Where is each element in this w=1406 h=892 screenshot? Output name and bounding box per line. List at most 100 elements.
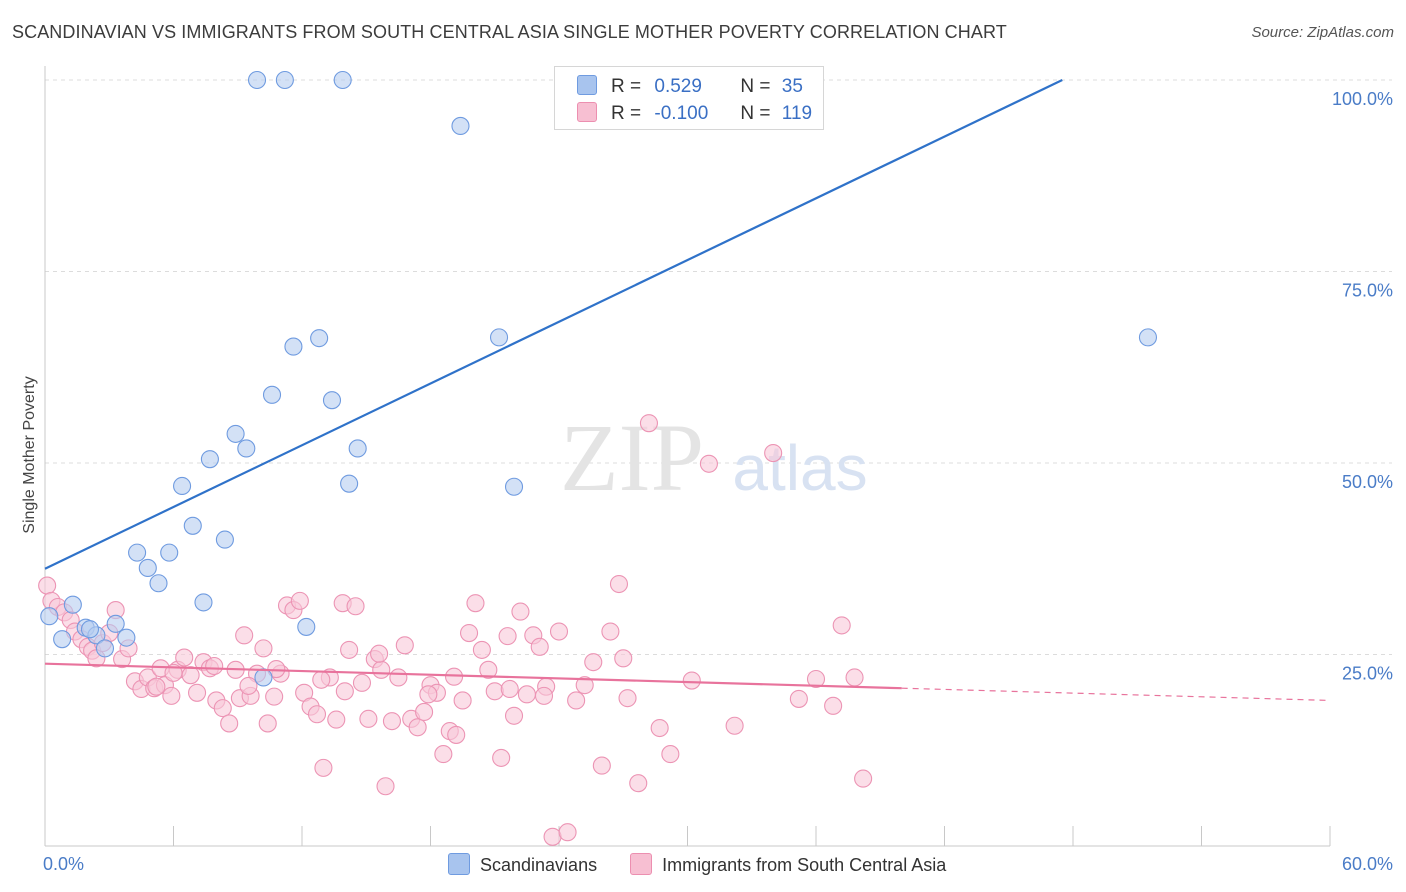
point-scandinavians — [149, 574, 168, 593]
point-immigrants — [558, 823, 577, 842]
bottom-legend-item-immigrants: Immigrants from South Central Asia — [630, 853, 946, 876]
point-immigrants — [327, 710, 346, 729]
point-scandinavians — [53, 630, 72, 649]
trend-lines — [44, 79, 1331, 702]
bottom-legend-label: Immigrants from South Central Asia — [662, 855, 947, 875]
point-scandinavians — [128, 543, 147, 562]
trend-line-scandinavians — [44, 79, 1063, 570]
point-immigrants — [376, 777, 395, 796]
point-immigrants — [614, 649, 633, 668]
point-immigrants — [575, 676, 594, 695]
point-immigrants — [314, 758, 333, 777]
point-immigrants — [592, 756, 611, 775]
point-immigrants — [789, 689, 808, 708]
point-immigrants — [609, 574, 629, 594]
point-scandinavians — [106, 614, 125, 633]
point-scandinavians — [262, 385, 282, 404]
trend-line-immigrants — [44, 662, 902, 690]
point-immigrants — [601, 622, 620, 641]
point-immigrants — [466, 594, 485, 613]
bottom-legend-swatch-pink — [630, 853, 653, 875]
bottom-legend-item-scandinavians: Scandinavians — [448, 853, 597, 876]
point-immigrants — [534, 686, 554, 705]
legend-r-value: 0.529 — [654, 76, 702, 97]
y-tick-label: 100.0% — [1332, 89, 1393, 109]
point-immigrants — [485, 682, 504, 701]
point-scandinavians — [200, 450, 219, 469]
point-scandinavians — [160, 543, 179, 562]
point-scandinavians — [310, 329, 329, 348]
tick-labels: 25.0% 50.0% 75.0% 100.0% 0.0% 60.0% — [43, 89, 1393, 874]
point-scandinavians — [1138, 328, 1158, 347]
point-immigrants — [445, 667, 464, 686]
point-immigrants — [434, 745, 453, 764]
bottom-legend: Scandinavians Immigrants from South Cent… — [448, 853, 974, 876]
point-immigrants — [618, 689, 637, 708]
point-immigrants — [543, 827, 562, 846]
point-scandinavians — [117, 628, 136, 647]
y-tick-label: 75.0% — [1342, 281, 1393, 301]
watermark-atlas: atlas — [732, 432, 867, 504]
legend-swatch-blue — [577, 75, 597, 95]
point-scandinavians — [215, 530, 234, 549]
point-immigrants — [290, 591, 309, 610]
legend-n-value: 35 — [781, 76, 803, 97]
point-immigrants — [472, 640, 491, 659]
point-immigrants — [382, 712, 402, 731]
point-immigrants — [162, 686, 181, 705]
point-immigrants — [370, 644, 389, 663]
source-label: Source: ZipAtlas.com — [1251, 24, 1394, 41]
legend: R = 0.529 N = 35 R = -0.100 N = 119 — [554, 66, 824, 130]
point-immigrants — [824, 696, 843, 715]
point-immigrants — [307, 705, 327, 724]
legend-n-value: 119 — [781, 103, 813, 124]
point-scandinavians — [138, 558, 157, 577]
data-points — [38, 70, 1158, 846]
point-immigrants — [213, 699, 232, 718]
point-scandinavians — [254, 668, 273, 687]
point-immigrants — [530, 637, 549, 656]
point-scandinavians — [247, 70, 267, 90]
point-immigrants — [38, 576, 57, 595]
point-immigrants — [188, 683, 207, 702]
point-immigrants — [567, 691, 586, 710]
point-immigrants — [175, 648, 194, 667]
point-scandinavians — [504, 477, 524, 496]
point-immigrants — [479, 660, 498, 679]
y-axis-label: Single Mother Poverty — [21, 376, 38, 533]
point-immigrants — [682, 671, 701, 690]
point-immigrants — [312, 670, 331, 689]
point-scandinavians — [226, 424, 245, 443]
point-immigrants — [584, 653, 603, 672]
point-scandinavians — [297, 617, 316, 636]
point-scandinavians — [340, 474, 359, 493]
point-immigrants — [265, 687, 284, 706]
legend-row-scandinavians: R = 0.529 N = 35 — [577, 75, 803, 99]
bottom-legend-label: Scandinavians — [480, 855, 598, 875]
legend-r-value: -0.100 — [654, 103, 709, 124]
point-immigrants — [415, 702, 434, 722]
point-scandinavians — [40, 607, 59, 626]
point-immigrants — [254, 639, 273, 658]
point-scandinavians — [333, 70, 352, 90]
point-scandinavians — [95, 639, 115, 658]
point-immigrants — [389, 668, 408, 687]
point-scandinavians — [275, 70, 294, 90]
point-immigrants — [359, 709, 378, 728]
point-immigrants — [164, 663, 183, 682]
point-immigrants — [346, 597, 365, 616]
point-scandinavians — [489, 328, 509, 347]
point-immigrants — [205, 656, 224, 676]
point-immigrants — [699, 454, 718, 473]
point-immigrants — [549, 622, 569, 641]
point-immigrants — [629, 774, 648, 793]
point-immigrants — [453, 691, 472, 710]
point-immigrants — [661, 745, 680, 764]
point-immigrants — [239, 676, 258, 695]
point-immigrants — [832, 616, 851, 635]
legend-swatch-pink — [577, 102, 597, 122]
point-scandinavians — [451, 116, 470, 136]
point-immigrants — [220, 714, 239, 733]
legend-n-label: N = — [740, 103, 771, 124]
